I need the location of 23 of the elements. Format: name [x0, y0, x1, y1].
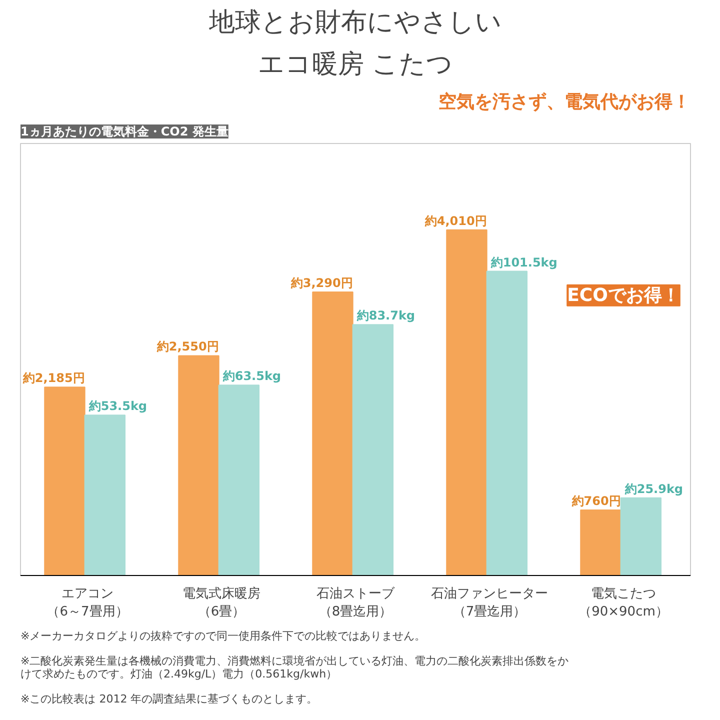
- data-label: 約25.9kg: [624, 482, 684, 496]
- text: 1ヵ月あたりの電気料金・CO2 発生量: [20, 124, 228, 138]
- data-label: 約53.5kg: [88, 399, 148, 414]
- text: ※この比較表は 2012 年の調査結果に基づくものとします。: [20, 692, 318, 706]
- data-label: 約2,185円: [22, 371, 85, 386]
- x-tick-label: エアコン（6～7畳用）: [46, 586, 128, 620]
- data-label: 約83.7kg: [356, 308, 416, 323]
- annotation: ECOでお得！: [567, 284, 680, 306]
- x-tick-label: 石油ファンヒーター（7畳迄用）: [431, 586, 548, 620]
- data-label: 約2,550円: [156, 340, 219, 354]
- chart-title: 地球とお財布にやさしい: [208, 8, 502, 38]
- x-tick-label: 電気こたつ（90×90cm）: [578, 586, 668, 620]
- data-label: 約760円: [570, 494, 621, 508]
- text: 空気を汚さず、電気代がお得！: [438, 92, 690, 112]
- text: ※二酸化炭素発生量は各機械の消費電力、消費燃料に環境省が出している灯油、電力の二酸化炭素排出係数をかけて求めたものです。灯油（2.49kg/L）電力（0.561kg/kwh）: [20, 654, 569, 680]
- data-label: 約4,010円: [424, 214, 487, 228]
- text: ※メーカーカタログよりの抜粋ですので同一使用条件下での比較ではありません。: [20, 630, 426, 642]
- chart-subtitle: エコ暖房 こたつ: [258, 50, 454, 80]
- data-label: 約101.5kg: [490, 255, 558, 270]
- data-label: 約63.5kg: [222, 369, 282, 384]
- data-label: 約3,290円: [290, 276, 353, 290]
- x-tick-label: 電気式床暖房（6畳）: [182, 586, 260, 620]
- x-tick-label: 石油ストーブ（8畳迄用）: [316, 586, 396, 620]
